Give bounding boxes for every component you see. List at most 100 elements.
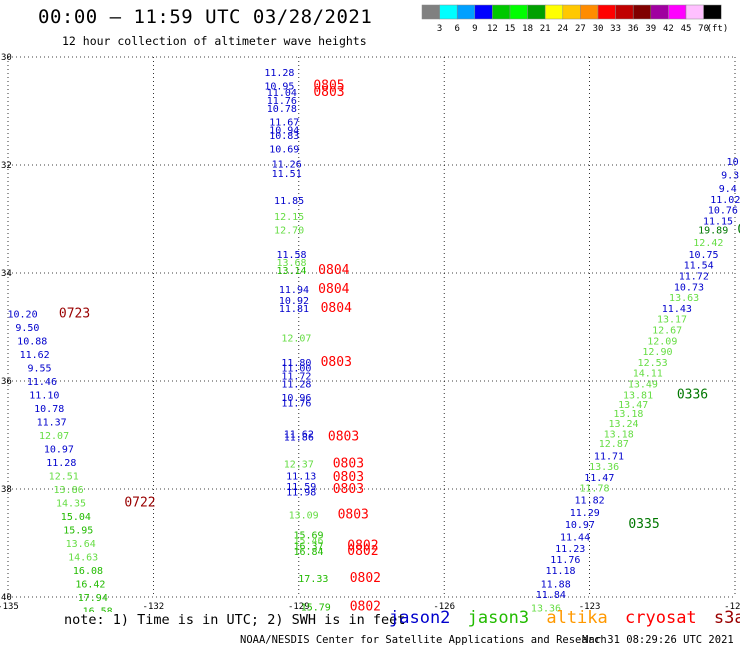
wave-height-value: 9.50 <box>15 323 39 334</box>
wave-height-value: 11.86 <box>284 432 314 443</box>
legend-label: 39 <box>645 24 656 34</box>
wave-height-value: 11.37 <box>37 417 67 428</box>
wave-height-value: 12.07 <box>281 334 311 345</box>
wave-height-value: 13.36 <box>531 604 561 612</box>
wave-height-value: 17.33 <box>298 574 328 585</box>
wave-height-value: 11.02 <box>710 195 740 206</box>
wave-height-value: 10.73 <box>674 282 704 293</box>
wave-height-value: 13.68 <box>276 258 306 269</box>
wave-height-value: 11.00 <box>281 363 311 374</box>
wave-height-value: 9.55 <box>27 363 51 374</box>
legend-label: 30 <box>593 24 604 34</box>
wave-height-value: 11.26 <box>272 160 302 171</box>
wave-height-value: 17.94 <box>78 593 108 604</box>
wave-height-value: 15.04 <box>61 512 91 523</box>
y-tick-label: 30 <box>1 53 12 63</box>
wave-height-value: 11.67 <box>269 118 299 129</box>
legend-label: 12 <box>487 24 498 34</box>
wave-height-value: 11.72 <box>281 371 311 382</box>
wave-height-value: 13.47 <box>618 400 648 411</box>
wave-height-value: 13.17 <box>657 315 687 326</box>
legend-label: 3 <box>437 24 442 34</box>
wave-height-value: 11.23 <box>555 544 585 555</box>
wave-height-value: 15.79 <box>301 603 331 613</box>
wave-height-value: 11.98 <box>286 487 316 498</box>
wave-height-value: 10.78 <box>34 404 64 415</box>
wave-height-value: 12.37 <box>284 459 314 470</box>
pass-time-label: 0805 <box>313 78 344 93</box>
pass-time-label: 0 <box>737 223 740 238</box>
wave-height-value: 11.10 <box>29 390 59 401</box>
wave-height-value: 14.63 <box>68 552 98 563</box>
wave-height-value: 11.78 <box>579 484 609 495</box>
y-tick-label: 32 <box>1 161 12 171</box>
wave-height-value: 12.87 <box>599 439 629 450</box>
wave-height-value: 16.08 <box>73 566 103 577</box>
wave-height-value: 10.76 <box>708 206 738 217</box>
wave-height-value: 16.37 <box>293 541 323 552</box>
satellite-legend: jason2 jason3 altika cryosat s3a <box>389 608 740 628</box>
wave-height-value: 12.70 <box>274 226 304 237</box>
pass-time-label: 0803 <box>338 508 369 523</box>
legend-swatch <box>703 4 722 20</box>
pass-time-label: 0803 <box>313 85 344 100</box>
wave-height-value: 13.86 <box>54 485 84 496</box>
wave-height-value: 10.94 <box>269 126 299 137</box>
x-tick-label: -129 <box>288 602 310 612</box>
wave-height-value: 11.88 <box>541 579 571 590</box>
satellite-legend-item: jason3 <box>467 608 530 628</box>
legend-label: 18 <box>522 24 533 34</box>
wave-height-value: 11.84 <box>536 590 566 601</box>
wave-height-value: 11.51 <box>272 169 302 180</box>
wave-height-value: 11.54 <box>684 261 714 272</box>
legend-label: 45 <box>681 24 692 34</box>
wave-height-value: 16.84 <box>293 547 323 558</box>
wave-height-value: 11.82 <box>575 496 605 507</box>
wave-height-value: 15.95 <box>63 525 93 536</box>
wave-height-value: 12.07 <box>39 431 69 442</box>
wave-height-value: 11.81 <box>279 304 309 315</box>
pass-time-label: 0723 <box>59 306 90 321</box>
wave-height-value: 10.96 <box>281 393 311 404</box>
legend-unit: (ft) <box>707 24 729 34</box>
wave-height-value: 11.18 <box>545 566 575 577</box>
wave-height-value: 11.47 <box>584 473 614 484</box>
wave-height-value: 11.76 <box>550 555 580 566</box>
wave-height-value: 10 <box>727 157 739 168</box>
wave-height-value: 12.53 <box>638 358 668 369</box>
wave-height-value: 10.83 <box>269 131 299 142</box>
color-scale-legend: 3 6 9 12 15 18 21 24 27 30 33 36 39 42 45 70(ft) <box>421 4 729 34</box>
wave-height-value: 11.72 <box>679 271 709 282</box>
legend-label: 70 <box>698 24 709 34</box>
legend-label: 21 <box>540 24 551 34</box>
legend-label: 9 <box>472 24 477 34</box>
pass-time-label: 0803 <box>333 482 364 497</box>
pass-time-label: 0802 <box>347 538 378 553</box>
pass-time-label: 0804 <box>318 263 349 278</box>
wave-height-value: 10.97 <box>565 520 595 531</box>
wave-height-value: 16.42 <box>75 579 105 590</box>
wave-height-value: 12.67 <box>652 325 682 336</box>
satellite-legend-item: s3a <box>713 608 740 628</box>
wave-height-value: 10.75 <box>688 250 718 261</box>
wave-height-value: 13.63 <box>669 293 699 304</box>
generation-timestamp: Mar 31 08:29:26 UTC 2021 <box>582 634 734 646</box>
wave-height-value: 13.14 <box>276 266 306 277</box>
wave-height-value: 11.76 <box>281 398 311 409</box>
satellite-legend-item: jason2 <box>389 608 451 628</box>
wave-height-value: 15.69 <box>293 531 323 542</box>
x-tick-label: -135 <box>0 602 19 612</box>
wave-height-map: -135 -132 -129 -126 -123 -120 30 32 34 36 38 40 11.2… <box>0 53 740 613</box>
legend-label: 27 <box>575 24 586 34</box>
wave-height-value: 10.20 <box>7 309 37 320</box>
pass-time-label: 0803 <box>321 355 352 370</box>
y-tick-label: 38 <box>1 485 12 495</box>
wave-height-value: 11.15 <box>703 216 733 227</box>
legend-label: 42 <box>663 24 674 34</box>
wave-height-value: 13.81 <box>623 390 653 401</box>
x-tick-label: -126 <box>433 602 455 612</box>
wave-height-value: 11.28 <box>46 458 76 469</box>
y-tick-label: 34 <box>1 269 12 279</box>
wave-height-value: 9.3 <box>721 171 739 182</box>
wave-height-value: 13.49 <box>628 379 658 390</box>
